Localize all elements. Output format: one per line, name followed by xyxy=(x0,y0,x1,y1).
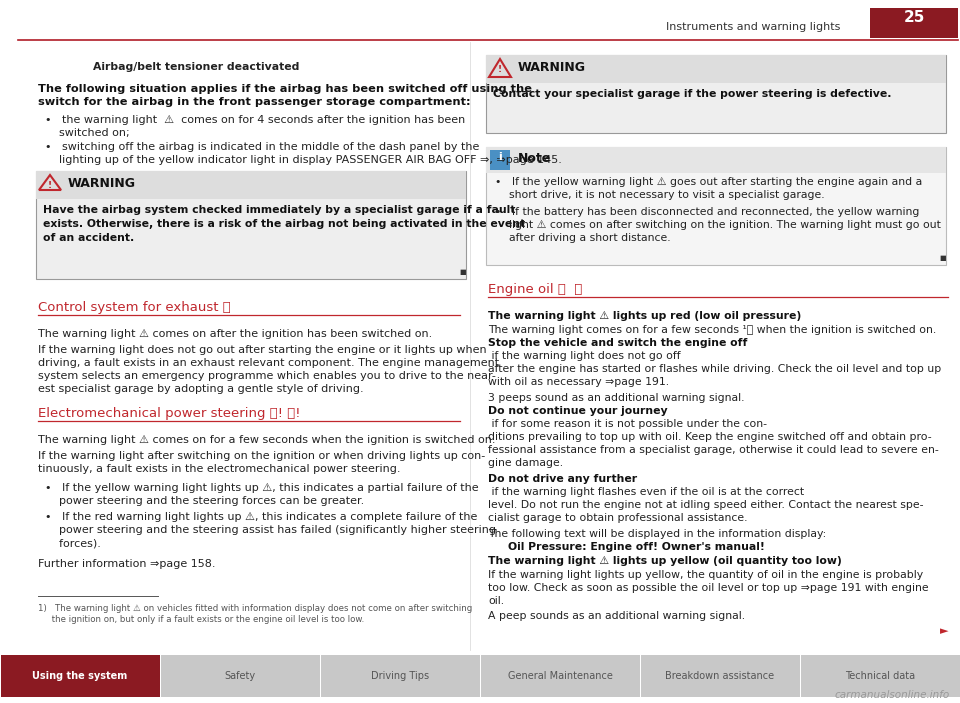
Bar xyxy=(490,150,510,170)
Text: Using the system: Using the system xyxy=(33,671,128,681)
Bar xyxy=(486,55,946,133)
Text: Airbag/belt tensioner deactivated: Airbag/belt tensioner deactivated xyxy=(93,62,300,72)
Text: The warning light ⚠ comes on for a few seconds when the ignition is switched on.: The warning light ⚠ comes on for a few s… xyxy=(38,435,495,445)
Text: after driving a short distance.: after driving a short distance. xyxy=(488,233,671,243)
Text: Safety: Safety xyxy=(225,671,255,681)
Bar xyxy=(801,655,959,697)
Text: •   If the red warning light lights up ⚠, this indicates a complete failure of t: • If the red warning light lights up ⚠, … xyxy=(38,512,477,522)
Text: Driving Tips: Driving Tips xyxy=(371,671,429,681)
Text: fessional assistance from a specialist garage, otherwise it could lead to severe: fessional assistance from a specialist g… xyxy=(488,445,939,455)
Text: ►: ► xyxy=(940,626,948,636)
Text: system selects an emergency programme which enables you to drive to the near-: system selects an emergency programme wh… xyxy=(38,371,496,381)
Text: cialist garage to obtain professional assistance.: cialist garage to obtain professional as… xyxy=(488,513,748,523)
Text: if the warning light does not go off: if the warning light does not go off xyxy=(488,351,681,361)
Text: Oil Pressure: Engine off! Owner's manual!: Oil Pressure: Engine off! Owner's manual… xyxy=(508,542,765,552)
Bar xyxy=(36,171,466,199)
Text: The following text will be displayed in the information display:: The following text will be displayed in … xyxy=(488,529,827,539)
Bar xyxy=(160,655,320,697)
Text: i: i xyxy=(498,152,502,162)
Text: 1)   The warning light ⚠ on vehicles fitted with information display does not co: 1) The warning light ⚠ on vehicles fitte… xyxy=(38,604,472,613)
Text: ■: ■ xyxy=(460,269,466,275)
Text: Technical data: Technical data xyxy=(845,671,915,681)
Text: est specialist garage by adopting a gentle style of driving.: est specialist garage by adopting a gent… xyxy=(38,384,364,394)
Text: tinuously, a fault exists in the electromechanical power steering.: tinuously, a fault exists in the electro… xyxy=(38,464,400,474)
Text: Do not continue your journey: Do not continue your journey xyxy=(488,406,667,416)
Bar xyxy=(36,171,466,279)
Text: Contact your specialist garage if the power steering is defective.: Contact your specialist garage if the po… xyxy=(493,89,892,99)
Text: 25: 25 xyxy=(903,10,924,25)
Bar xyxy=(486,55,946,83)
Text: power steering and the steering forces can be greater.: power steering and the steering forces c… xyxy=(38,496,364,506)
Text: General Maintenance: General Maintenance xyxy=(508,671,612,681)
Text: with oil as necessary ⇒page 191.: with oil as necessary ⇒page 191. xyxy=(488,377,669,387)
Text: if the warning light flashes even if the oil is at the correct: if the warning light flashes even if the… xyxy=(488,487,804,497)
Text: •   If the battery has been disconnected and reconnected, the yellow warning: • If the battery has been disconnected a… xyxy=(488,207,920,217)
Text: Instruments and warning lights: Instruments and warning lights xyxy=(665,22,840,32)
Text: •   If the yellow warning light lights up ⚠, this indicates a partial failure of: • If the yellow warning light lights up … xyxy=(38,483,479,493)
Text: Further information ⇒page 158.: Further information ⇒page 158. xyxy=(38,559,215,569)
Bar xyxy=(870,8,958,38)
Text: •   the warning light  ⚠  comes on for 4 seconds after the ignition has been: • the warning light ⚠ comes on for 4 sec… xyxy=(38,115,466,125)
Text: A peep sounds as an additional warning signal.: A peep sounds as an additional warning s… xyxy=(488,611,745,621)
Bar xyxy=(481,655,639,697)
Text: after the engine has started or flashes while driving. Check the oil level and t: after the engine has started or flashes … xyxy=(488,364,941,374)
Text: too low. Check as soon as possible the oil level or top up ⇒page 191 with engine: too low. Check as soon as possible the o… xyxy=(488,583,928,593)
Text: power steering and the steering assist has failed (significantly higher steering: power steering and the steering assist h… xyxy=(38,525,496,535)
Text: Have the airbag system checked immediately by a specialist garage if a fault: Have the airbag system checked immediate… xyxy=(43,205,516,215)
Text: The following situation applies if the airbag has been switched off using the: The following situation applies if the a… xyxy=(38,84,532,94)
Text: exists. Otherwise, there is a risk of the airbag not being activated in the even: exists. Otherwise, there is a risk of th… xyxy=(43,219,525,229)
Text: ■: ■ xyxy=(940,255,946,261)
Text: Stop the vehicle and switch the engine off: Stop the vehicle and switch the engine o… xyxy=(488,338,748,348)
Text: If the warning light does not go out after starting the engine or it lights up w: If the warning light does not go out aft… xyxy=(38,345,487,355)
Text: of an accident.: of an accident. xyxy=(43,233,134,243)
Text: The warning light comes on for a few seconds ¹⦾ when the ignition is switched on: The warning light comes on for a few sec… xyxy=(488,325,936,335)
Text: •   switching off the airbag is indicated in the middle of the dash panel by the: • switching off the airbag is indicated … xyxy=(38,142,479,152)
Text: the ignition on, but only if a fault exists or the engine oil level is too low.: the ignition on, but only if a fault exi… xyxy=(38,615,364,624)
Text: The warning light ⚠ comes on after the ignition has been switched on.: The warning light ⚠ comes on after the i… xyxy=(38,329,432,339)
Text: 3 peeps sound as an additional warning signal.: 3 peeps sound as an additional warning s… xyxy=(488,393,745,403)
Text: •   If the yellow warning light ⚠ goes out after starting the engine again and a: • If the yellow warning light ⚠ goes out… xyxy=(488,177,923,187)
Text: Do not drive any further: Do not drive any further xyxy=(488,474,637,484)
Text: level. Do not run the engine not at idling speed either. Contact the nearest spe: level. Do not run the engine not at idli… xyxy=(488,500,924,510)
Text: Electromechanical power steering ⛔! ⛔!: Electromechanical power steering ⛔! ⛔! xyxy=(38,407,300,420)
Bar xyxy=(321,655,479,697)
Text: WARNING: WARNING xyxy=(68,177,136,190)
Text: switch for the airbag in the front passenger storage compartment:: switch for the airbag in the front passe… xyxy=(38,97,470,107)
Text: oil.: oil. xyxy=(488,596,504,606)
Text: !: ! xyxy=(498,65,502,74)
Bar xyxy=(640,655,800,697)
Text: If the warning light after switching on the ignition or when driving lights up c: If the warning light after switching on … xyxy=(38,451,485,461)
Text: WARNING: WARNING xyxy=(518,61,586,74)
Text: The warning light ⚠ lights up yellow (oil quantity too low): The warning light ⚠ lights up yellow (oi… xyxy=(488,556,842,566)
Text: !: ! xyxy=(48,181,52,190)
Text: Control system for exhaust ⛔: Control system for exhaust ⛔ xyxy=(38,301,230,314)
Text: ditions prevailing to top up with oil. Keep the engine switched off and obtain p: ditions prevailing to top up with oil. K… xyxy=(488,432,931,442)
Text: forces).: forces). xyxy=(38,538,101,548)
Text: short drive, it is not necessary to visit a specialist garage.: short drive, it is not necessary to visi… xyxy=(488,190,825,200)
Text: The warning light ⚠ lights up red (low oil pressure): The warning light ⚠ lights up red (low o… xyxy=(488,311,802,321)
Text: gine damage.: gine damage. xyxy=(488,458,564,468)
Text: Breakdown assistance: Breakdown assistance xyxy=(665,671,775,681)
Bar xyxy=(486,147,946,173)
Bar xyxy=(486,147,946,265)
Text: if for some reason it is not possible under the con-: if for some reason it is not possible un… xyxy=(488,419,767,429)
Text: If the warning light lights up yellow, the quantity of oil in the engine is prob: If the warning light lights up yellow, t… xyxy=(488,570,924,580)
Text: switched on;: switched on; xyxy=(38,128,130,138)
Text: carmanualsonline.info: carmanualsonline.info xyxy=(835,690,950,700)
Text: Engine oil ⛔  ⛔: Engine oil ⛔ ⛔ xyxy=(488,283,583,296)
Bar xyxy=(1,655,159,697)
Text: light ⚠ comes on after switching on the ignition. The warning light must go out: light ⚠ comes on after switching on the … xyxy=(488,220,941,230)
Text: Note: Note xyxy=(518,152,551,165)
Text: lighting up of the yellow indicator light in display PASSENGER AIR BAG OFF ⇒, ⇒p: lighting up of the yellow indicator ligh… xyxy=(38,155,562,165)
Text: driving, a fault exists in an exhaust relevant component. The engine management: driving, a fault exists in an exhaust re… xyxy=(38,358,499,368)
